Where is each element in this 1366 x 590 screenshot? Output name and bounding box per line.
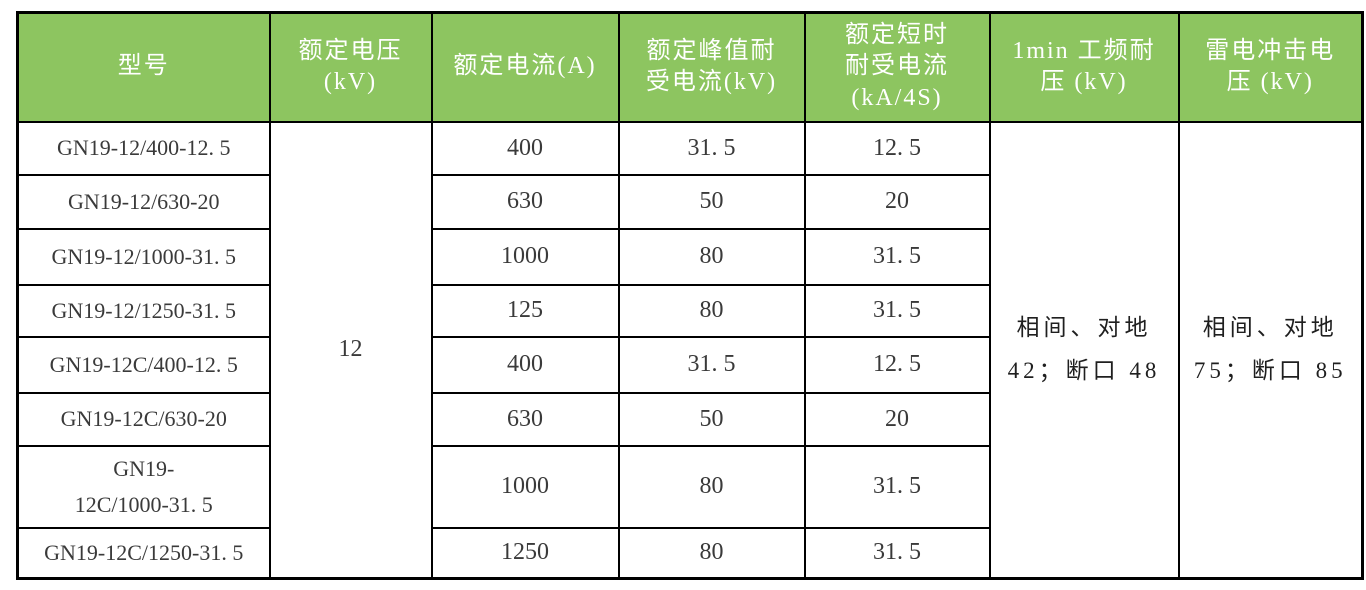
model-cell: GN19-12C/630-20 [16, 391, 271, 447]
peak-current-cell: 31. 5 [617, 120, 806, 176]
table-row: GN19- 12C/1000-31. 5 1000 80 31. 5 [16, 444, 1363, 529]
peak-current-cell: 80 [617, 283, 806, 338]
peak-current-cell: 31. 5 [617, 335, 806, 394]
table-row: GN19-12/1250-31. 5 125 80 31. 5 [16, 283, 1363, 338]
short-time-current-cell: 31. 5 [803, 526, 991, 580]
table-row: GN19-12C/400-12. 5 400 31. 5 12. 5 [16, 335, 1363, 394]
spec-table: 型号 额定电压 (kV) 额定电流(A) 额定峰值耐 受电流(kV) 额定短时 … [16, 11, 1364, 580]
col-header-short-time-withstand-current: 额定短时 耐受电流 (kA/4S) [803, 11, 991, 123]
table-row: GN19-12/400-12. 5 12 400 31. 5 12. 5 相间、… [16, 120, 1364, 580]
col-header-power-frequency-withstand: 1min 工频耐 压 (kV) [988, 11, 1180, 123]
model-cell: GN19-12/630-20 [16, 173, 271, 230]
peak-current-cell: 80 [617, 444, 806, 529]
col-header-rated-current: 额定电流(A) [430, 11, 620, 123]
model-cell: GN19-12/1000-31. 5 [16, 227, 271, 286]
header-row: 型号 额定电压 (kV) 额定电流(A) 额定峰值耐 受电流(kV) 额定短时 … [16, 11, 1364, 123]
model-cell: GN19-12/1250-31. 5 [16, 283, 271, 338]
spec-table-wrapper: 型号 额定电压 (kV) 额定电流(A) 额定峰值耐 受电流(kV) 额定短时 … [16, 11, 1364, 580]
rated-current-cell: 1250 [430, 526, 620, 580]
rated-voltage-merged-cell: 12 [268, 120, 433, 580]
peak-current-cell: 50 [617, 391, 806, 447]
peak-current-cell: 80 [617, 227, 806, 286]
rated-current-cell: 630 [430, 173, 620, 230]
power-frequency-merged-cell: 相间、对地 42；断口 48 [988, 120, 1180, 580]
col-header-peak-withstand-current: 额定峰值耐 受电流(kV) [617, 11, 806, 123]
short-time-current-cell: 12. 5 [803, 335, 991, 394]
short-time-current-cell: 31. 5 [803, 283, 991, 338]
table-row: GN19-12/630-20 630 50 20 [16, 173, 1363, 230]
peak-current-cell: 50 [617, 173, 806, 230]
model-cell: GN19- 12C/1000-31. 5 [16, 444, 271, 529]
rated-current-cell: 400 [430, 120, 620, 176]
peak-current-cell: 80 [617, 526, 806, 580]
table-row: GN19-12/1000-31. 5 1000 80 31. 5 [16, 227, 1363, 286]
table-row: GN19-12C/1250-31. 5 1250 80 31. 5 [16, 526, 1363, 580]
model-cell: GN19-12C/400-12. 5 [16, 335, 271, 394]
model-cell: GN19-12C/1250-31. 5 [16, 526, 271, 580]
rated-current-cell: 630 [430, 391, 620, 447]
short-time-current-cell: 12. 5 [803, 120, 991, 176]
model-cell: GN19-12/400-12. 5 [16, 120, 271, 176]
short-time-current-cell: 20 [803, 173, 991, 230]
rated-current-cell: 125 [430, 283, 620, 338]
short-time-current-cell: 20 [803, 391, 991, 447]
short-time-current-cell: 31. 5 [803, 444, 991, 529]
short-time-current-cell: 31. 5 [803, 227, 991, 286]
lightning-impulse-merged-cell: 相间、对地 75；断口 85 [1177, 120, 1364, 580]
table-row: GN19-12C/630-20 630 50 20 [16, 391, 1363, 447]
col-header-lightning-impulse: 雷电冲击电 压 (kV) [1177, 11, 1364, 123]
col-header-rated-voltage: 额定电压 (kV) [268, 11, 433, 123]
rated-current-cell: 400 [430, 335, 620, 394]
rated-current-cell: 1000 [430, 227, 620, 286]
rated-current-cell: 1000 [430, 444, 620, 529]
col-header-model: 型号 [16, 11, 271, 123]
